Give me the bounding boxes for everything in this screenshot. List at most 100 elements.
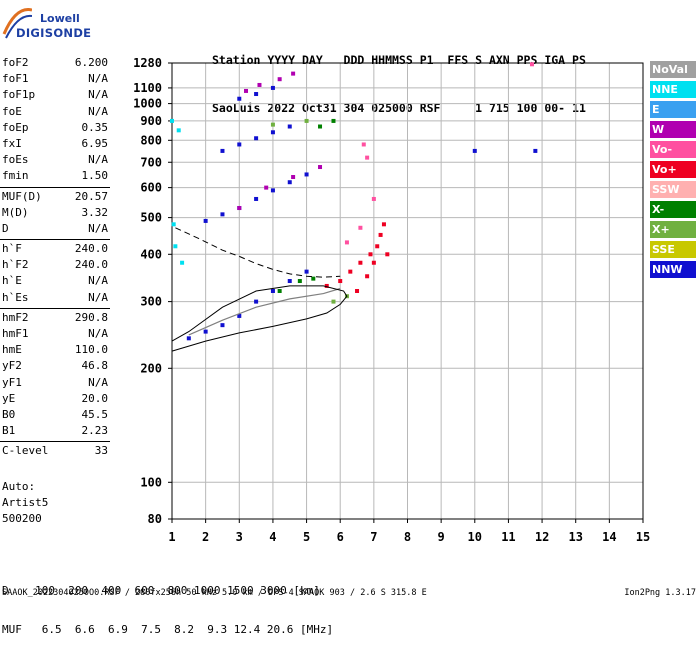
data-point-nnw bbox=[237, 313, 242, 318]
data-point-nnw bbox=[287, 180, 292, 185]
y-tick-label: 900 bbox=[140, 114, 162, 128]
param-row: foEs N/A bbox=[0, 153, 110, 169]
param-name: h`F2 bbox=[2, 258, 29, 272]
x-tick-label: 6 bbox=[337, 530, 344, 544]
param-value: 3.32 bbox=[81, 205, 109, 219]
auto-version: 500200 bbox=[2, 512, 42, 525]
y-tick-label: 1100 bbox=[133, 81, 162, 95]
data-point-nnw bbox=[237, 142, 242, 147]
data-point-x bbox=[297, 279, 302, 284]
param-name: h`E bbox=[2, 274, 22, 288]
param-row: h`E N/A bbox=[0, 274, 110, 290]
plot-frame bbox=[171, 62, 644, 520]
legend-item-noval: NoVal bbox=[650, 61, 696, 78]
y-tick-label: 700 bbox=[140, 155, 162, 169]
data-point-vo bbox=[358, 225, 363, 230]
data-point-w bbox=[257, 82, 262, 87]
y-tick-label: 80 bbox=[148, 512, 162, 526]
param-row: hmF1 N/A bbox=[0, 327, 110, 343]
param-row: D N/A bbox=[0, 222, 110, 238]
y-tick-label: 500 bbox=[140, 211, 162, 225]
param-name: hmE bbox=[2, 343, 22, 357]
logo-swoosh-icon bbox=[2, 8, 32, 39]
param-row: h`Es N/A bbox=[0, 291, 110, 307]
file-info: SAAOK_20223040250O0.RSF / 280fx256h 50 k… bbox=[2, 588, 427, 598]
data-point-vo bbox=[361, 142, 366, 147]
param-value: 240.0 bbox=[74, 242, 108, 256]
data-point-w bbox=[237, 206, 242, 211]
param-separator bbox=[0, 186, 110, 188]
param-name: M(D) bbox=[2, 205, 29, 219]
data-point-nne bbox=[173, 244, 178, 249]
data-point-nne bbox=[170, 118, 174, 123]
ionogram-plot: 1 2 3 4 5 6 7 8 9 10 11 12 13 14 158010020030040050060… bbox=[133, 56, 650, 544]
param-value: 45.5 bbox=[81, 407, 109, 421]
x-tick-label: 2 bbox=[202, 530, 209, 544]
param-name: B1 bbox=[2, 424, 16, 438]
auto-label: Auto: bbox=[2, 480, 36, 493]
data-point-x bbox=[318, 124, 323, 129]
data-point-nnw bbox=[254, 92, 259, 97]
data-point-vo bbox=[371, 196, 376, 201]
param-value: N/A bbox=[88, 88, 108, 102]
x-tick-label: 14 bbox=[602, 530, 616, 544]
param-row: fmin 1.50 bbox=[0, 169, 110, 185]
data-point-vo bbox=[355, 289, 360, 293]
x-tick-label: 1 bbox=[168, 530, 175, 544]
legend-item-ssw: SSW bbox=[650, 181, 696, 198]
x-tick-label: 8 bbox=[404, 530, 411, 544]
parameter-panel: foF2 6.200 foF1 N/A foF1p N/A foE N/A foEp 0.35 fx… bbox=[0, 56, 110, 461]
data-point-nnw bbox=[220, 323, 225, 328]
param-row: foE N/A bbox=[0, 105, 110, 121]
param-name: foEp bbox=[2, 120, 29, 134]
data-point-w bbox=[277, 77, 282, 82]
param-row: yF1 N/A bbox=[0, 376, 110, 392]
param-row: h`F 240.0 bbox=[0, 242, 110, 258]
data-point-nnw bbox=[472, 148, 477, 153]
x-tick-label: 13 bbox=[568, 530, 582, 544]
data-point-vo bbox=[371, 260, 376, 265]
data-point-nnw bbox=[203, 329, 208, 334]
param-value: N/A bbox=[88, 290, 108, 304]
data-point-nnw bbox=[287, 124, 292, 129]
param-value: 0.35 bbox=[81, 120, 109, 134]
param-value: 290.8 bbox=[74, 310, 108, 324]
data-point-vo bbox=[324, 283, 329, 288]
param-row: MUF(D) 20.57 bbox=[0, 190, 110, 206]
param-value: N/A bbox=[88, 221, 108, 235]
param-name: yE bbox=[2, 391, 16, 405]
x-tick-label: 10 bbox=[468, 530, 482, 544]
data-point-vo bbox=[368, 252, 373, 257]
data-point-nne bbox=[176, 128, 181, 133]
legend-item-x: X- bbox=[650, 201, 696, 218]
y-tick-label: 300 bbox=[140, 295, 162, 309]
data-point-nnw bbox=[304, 172, 309, 177]
param-name: D bbox=[2, 221, 9, 235]
param-name: h`F bbox=[2, 242, 22, 256]
param-name: C-level bbox=[2, 444, 49, 458]
param-name: yF2 bbox=[2, 359, 22, 373]
x-tick-label: 11 bbox=[501, 530, 515, 544]
param-value: N/A bbox=[88, 153, 108, 167]
data-point-nnw bbox=[270, 188, 275, 193]
param-row: yE 20.0 bbox=[0, 392, 110, 408]
data-point-nnw bbox=[287, 279, 292, 284]
legend-item-vo: Vo+ bbox=[650, 161, 696, 178]
data-point-x bbox=[331, 299, 336, 304]
data-point-vo bbox=[365, 155, 370, 160]
y-tick-label: 1280 bbox=[133, 56, 162, 70]
x-tick-label: 5 bbox=[303, 530, 310, 544]
param-separator bbox=[0, 441, 110, 443]
param-row: hmE 110.0 bbox=[0, 343, 110, 359]
y-tick-label: 200 bbox=[140, 361, 162, 375]
data-point-vo bbox=[344, 240, 349, 245]
legend-item-sse: SSE bbox=[650, 241, 696, 258]
header-values: SaoLuis 2022 Oct31 304 025000 RSF 1 715 … bbox=[212, 101, 586, 115]
polarization-legend: NoVal NNE E W Vo- Vo+ SSW X- X+ SSE NNW bbox=[650, 61, 696, 281]
param-row: M(D) 3.32 bbox=[0, 206, 110, 222]
param-row: foEp 0.35 bbox=[0, 121, 110, 137]
data-point-nnw bbox=[254, 196, 259, 201]
x-tick-label: 12 bbox=[535, 530, 549, 544]
data-point-w bbox=[318, 165, 323, 170]
param-name: foF2 bbox=[2, 56, 29, 69]
